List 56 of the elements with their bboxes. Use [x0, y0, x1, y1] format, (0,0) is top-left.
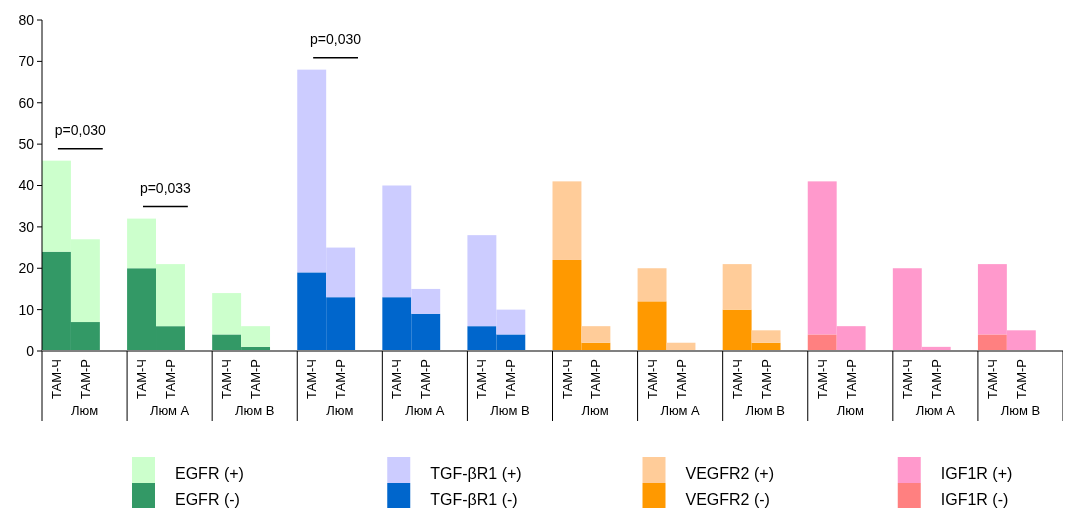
text: Люм В — [745, 403, 785, 418]
x-tick-label: ТАМ-Ч — [219, 359, 235, 400]
text: Люм — [836, 403, 864, 418]
x-tick-label: ТАМ-Р — [1013, 359, 1029, 400]
x-tick-label: ТАМ-Ч — [49, 359, 65, 400]
x-tick-label: ТАМ-Р — [928, 359, 944, 400]
text: Люм А — [660, 403, 701, 418]
legend-label: TGF-βR1 (+) — [430, 465, 522, 482]
x-tick-label: ТАМ-Ч — [134, 359, 150, 400]
x-tick-label: ТАМ-Ч — [729, 359, 745, 400]
y-tick-label: 50 — [18, 136, 35, 153]
x-tick-label: ТАМ-Р — [248, 359, 264, 400]
x-tick-label: ТАМ-Ч — [559, 359, 575, 400]
x-tick-label: ТАМ-Ч — [304, 359, 320, 400]
annotation: p=0,030 — [310, 30, 362, 47]
annotation: p=0,033 — [139, 179, 192, 196]
legend-label: EGFR (-) — [175, 491, 240, 508]
text: Люм — [326, 403, 354, 418]
x-tick-label: ТАМ-Р — [673, 359, 689, 400]
text: Люм — [71, 403, 99, 418]
annotation: p=0,030 — [54, 121, 107, 138]
legend-label: VEGFR2 (-) — [685, 491, 770, 508]
y-tick-label: 0 — [26, 342, 35, 359]
y-tick-label: 20 — [18, 260, 35, 277]
y-tick-label: 10 — [18, 301, 35, 318]
x-tick-label: ТАМ-Р — [418, 359, 434, 400]
x-tick-label: ТАМ-Ч — [389, 359, 405, 400]
y-tick-label: 70 — [18, 53, 35, 70]
x-tick-label: ТАМ-Р — [758, 359, 774, 400]
text: Люм В — [235, 403, 275, 418]
x-tick-label: ТАМ-Ч — [814, 359, 830, 400]
x-tick-label: ТАМ-Р — [503, 359, 519, 400]
x-tick-label: ТАМ-Р — [588, 359, 604, 400]
x-tick-label: ТАМ-Р — [163, 359, 179, 400]
legend-label: TGF-βR1 (-) — [430, 491, 518, 508]
text: Люм В — [1000, 403, 1041, 418]
x-tick-label: ТАМ-Ч — [644, 359, 660, 400]
text: Люм А — [149, 403, 190, 418]
y-tick-label: 60 — [18, 94, 35, 111]
text: Люм — [581, 403, 609, 418]
y-tick-label: 80 — [18, 11, 35, 28]
legend-label: EGFR (+) — [175, 465, 244, 482]
x-tick-label: ТАМ-Р — [77, 359, 93, 400]
legend-label: IGF1R (+) — [940, 465, 1013, 482]
text: Люм А — [405, 403, 445, 418]
x-tick-label: ТАМ-Ч — [474, 359, 490, 400]
legend-label: VEGFR2 (+) — [685, 465, 774, 482]
y-tick-label: 30 — [18, 218, 35, 235]
x-tick-label: ТАМ-Р — [333, 359, 349, 400]
legend-label: IGF1R (-) — [940, 491, 1009, 508]
x-tick-label: ТАМ-Р — [843, 359, 859, 400]
y-tick-label: 40 — [18, 177, 35, 194]
text: Люм А — [915, 403, 956, 418]
x-tick-label: ТАМ-Ч — [984, 359, 1000, 400]
x-tick-label: ТАМ-Ч — [899, 359, 915, 400]
text: Люм В — [490, 403, 530, 418]
